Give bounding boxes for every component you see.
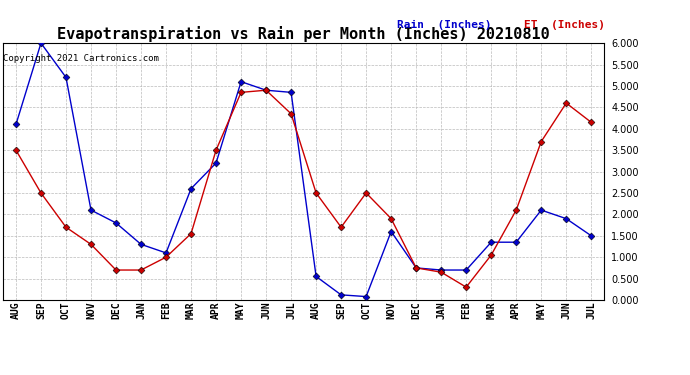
ET  (Inches) — [562, 101, 571, 105]
Rain  (Inches) — [437, 268, 445, 272]
Rain  (Inches) — [37, 41, 45, 45]
Rain  (Inches) — [512, 240, 520, 244]
ET  (Inches) — [537, 140, 545, 144]
Line: ET  (Inches): ET (Inches) — [14, 88, 593, 290]
Rain  (Inches) — [262, 88, 270, 93]
Rain  (Inches) — [312, 274, 320, 279]
Rain  (Inches) — [412, 266, 420, 270]
Rain  (Inches) — [12, 122, 20, 127]
ET  (Inches) — [137, 268, 145, 272]
ET  (Inches) — [112, 268, 120, 272]
Rain  (Inches) — [137, 242, 145, 247]
ET  (Inches) — [12, 148, 20, 152]
Rain  (Inches) — [287, 90, 295, 94]
ET  (Inches) — [287, 111, 295, 116]
ET  (Inches) — [162, 255, 170, 260]
ET  (Inches) — [337, 225, 345, 230]
Text: Rain  (Inches): Rain (Inches) — [397, 20, 491, 30]
Rain  (Inches) — [387, 229, 395, 234]
ET  (Inches) — [87, 242, 95, 247]
ET  (Inches) — [462, 285, 471, 290]
Rain  (Inches) — [187, 186, 195, 191]
Rain  (Inches) — [337, 292, 345, 297]
Rain  (Inches) — [537, 208, 545, 212]
Rain  (Inches) — [212, 161, 220, 165]
Line: Rain  (Inches): Rain (Inches) — [14, 41, 593, 299]
Rain  (Inches) — [587, 234, 595, 238]
Rain  (Inches) — [237, 80, 245, 84]
ET  (Inches) — [262, 88, 270, 93]
ET  (Inches) — [387, 216, 395, 221]
ET  (Inches) — [62, 225, 70, 230]
ET  (Inches) — [487, 253, 495, 257]
Title: Evapotranspiration vs Rain per Month (Inches) 20210810: Evapotranspiration vs Rain per Month (In… — [57, 26, 550, 42]
Text: Copyright 2021 Cartronics.com: Copyright 2021 Cartronics.com — [3, 54, 159, 63]
ET  (Inches) — [437, 270, 445, 274]
ET  (Inches) — [587, 120, 595, 124]
Rain  (Inches) — [87, 208, 95, 212]
Rain  (Inches) — [562, 216, 571, 221]
ET  (Inches) — [512, 208, 520, 212]
ET  (Inches) — [37, 191, 45, 195]
ET  (Inches) — [187, 231, 195, 236]
ET  (Inches) — [362, 191, 371, 195]
ET  (Inches) — [212, 148, 220, 152]
Text: ET  (Inches): ET (Inches) — [524, 20, 605, 30]
ET  (Inches) — [237, 90, 245, 94]
Rain  (Inches) — [462, 268, 471, 272]
Rain  (Inches) — [62, 75, 70, 80]
ET  (Inches) — [312, 191, 320, 195]
Rain  (Inches) — [112, 220, 120, 225]
Rain  (Inches) — [487, 240, 495, 244]
ET  (Inches) — [412, 266, 420, 270]
Rain  (Inches) — [362, 294, 371, 299]
Rain  (Inches) — [162, 251, 170, 255]
